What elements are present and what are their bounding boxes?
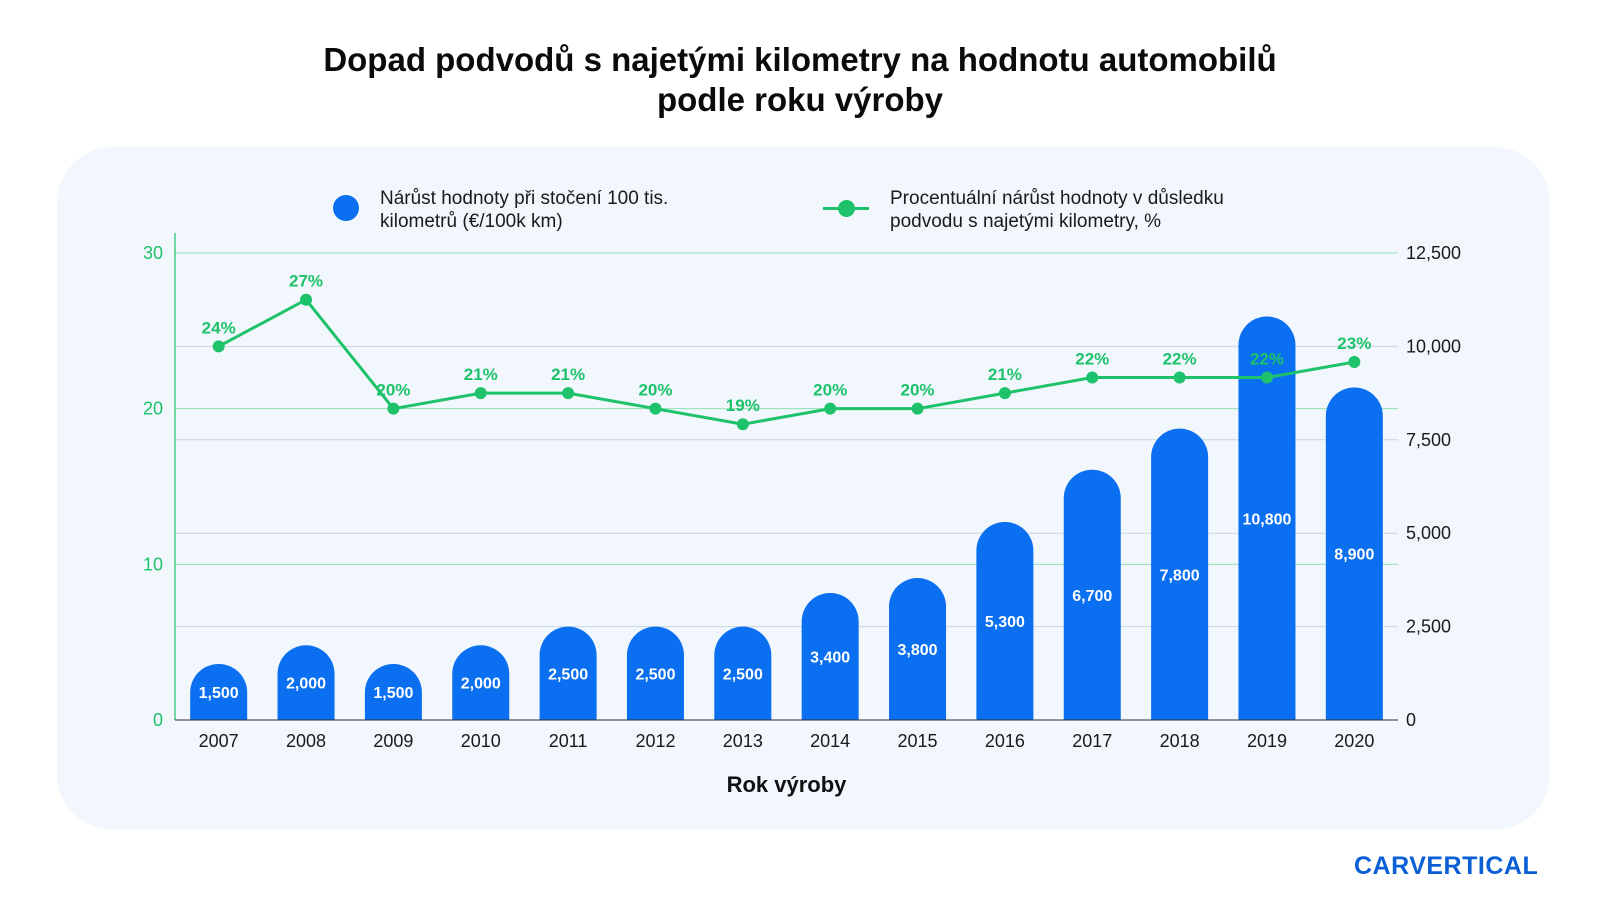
- line-point: [300, 293, 313, 306]
- line-point: [1086, 371, 1099, 384]
- bar: [1063, 469, 1121, 720]
- x-axis-tick-label: 2016: [985, 731, 1025, 751]
- bar: [277, 645, 335, 720]
- x-axis-tick-label: 2012: [635, 731, 675, 751]
- bar-value-label: 6,700: [1072, 588, 1112, 605]
- line-point: [212, 340, 225, 353]
- bar: [1238, 316, 1296, 720]
- line-point: [824, 402, 837, 415]
- left-axis-tick-label: 10: [143, 554, 163, 574]
- right-axis-tick-label: 10,000: [1406, 336, 1461, 356]
- brand-logo-text: CARVERTICAL: [1354, 852, 1539, 880]
- x-axis-tick-label: 2014: [810, 731, 850, 751]
- bar-value-label: 1,500: [373, 685, 413, 702]
- bar-value-label: 3,400: [810, 649, 850, 666]
- x-axis-label: Rok výroby: [727, 772, 848, 797]
- bar-value-label: 5,300: [985, 614, 1025, 631]
- line-point: [649, 402, 662, 415]
- line-point: [1260, 371, 1273, 384]
- bar: [539, 626, 597, 720]
- x-axis-tick-label: 2020: [1334, 731, 1374, 751]
- x-axis-tick-label: 2008: [286, 731, 326, 751]
- line-point: [1173, 371, 1186, 384]
- bar-value-label: 2,000: [286, 676, 326, 693]
- legend-bar-label-line-2: kilometrů (€/100k km): [380, 211, 563, 232]
- line-point: [736, 418, 749, 431]
- x-axis-tick-label: 2015: [898, 731, 938, 751]
- right-axis-tick-label: 0: [1406, 710, 1416, 730]
- x-axis-tick-label: 2018: [1160, 731, 1200, 751]
- bar-value-label: 2,500: [635, 666, 675, 683]
- line-value-label: 21%: [464, 365, 498, 384]
- line-value-label: 20%: [638, 381, 672, 400]
- bar: [1151, 428, 1209, 720]
- line-value-label: 20%: [376, 381, 410, 400]
- left-axis-tick-label: 0: [153, 710, 163, 730]
- x-axis-tick-label: 2010: [461, 731, 501, 751]
- line-value-label: 20%: [901, 381, 935, 400]
- bar-value-label: 1,500: [199, 685, 239, 702]
- legend-bar-swatch: [333, 195, 359, 221]
- bar-value-label: 2,500: [548, 666, 588, 683]
- bar-value-label: 8,900: [1334, 547, 1374, 564]
- right-axis-tick-label: 12,500: [1406, 243, 1461, 263]
- line-value-label: 27%: [289, 272, 323, 291]
- line-point: [1348, 355, 1361, 368]
- x-axis-tick-label: 2011: [549, 731, 588, 751]
- line-value-label: 19%: [726, 396, 760, 415]
- line-series: [217, 298, 1355, 426]
- left-axis-tick-label: 30: [143, 243, 163, 263]
- bar-value-label: 10,800: [1242, 511, 1291, 528]
- right-axis-tick-label: 5,000: [1406, 523, 1451, 543]
- x-axis-tick-label: 2017: [1072, 731, 1112, 751]
- bar: [801, 592, 859, 720]
- chart-title-line-2: podle roku výroby: [656, 81, 944, 118]
- line-point: [387, 402, 400, 415]
- line-point: [474, 387, 487, 400]
- bar: [1325, 387, 1383, 720]
- line-value-label: 22%: [1250, 350, 1284, 369]
- line-point: [998, 387, 1011, 400]
- bar-value-label: 3,800: [898, 642, 938, 659]
- x-axis-tick-label: 2013: [723, 731, 763, 751]
- legend-bar-label: Nárůst hodnoty při stočení 100 tis. kilo…: [380, 187, 668, 233]
- right-axis-tick-label: 7,500: [1406, 430, 1451, 450]
- brand-logo: CARVERTICAL: [1354, 852, 1538, 881]
- x-axis-tick-label: 2007: [199, 731, 239, 751]
- legend-line-label-line-2: podvodu s najetými kilometry, %: [890, 211, 1162, 232]
- line-value-label: 20%: [813, 381, 847, 400]
- line-point: [911, 402, 924, 415]
- bar-value-label: 7,800: [1160, 567, 1200, 584]
- bar: [976, 521, 1034, 720]
- legend-line-swatch: [823, 200, 869, 217]
- bar: [190, 663, 248, 720]
- line-point: [562, 387, 575, 400]
- line-value-label: 24%: [202, 318, 236, 337]
- line-value-label: 22%: [1163, 350, 1197, 369]
- line-value-label: 22%: [1075, 350, 1109, 369]
- bar: [626, 626, 684, 720]
- right-axis-tick-label: 2,500: [1406, 617, 1451, 637]
- line-value-label: 21%: [551, 365, 585, 384]
- legend-line-label: Procentuální nárůst hodnoty v důsledku p…: [890, 187, 1224, 233]
- x-axis-tick-label: 2019: [1247, 731, 1287, 751]
- bar-value-label: 2,000: [461, 676, 501, 693]
- x-axis-tick-label: 2009: [373, 731, 413, 751]
- legend-line-label-line-1: Procentuální nárůst hodnoty v důsledku: [890, 188, 1224, 209]
- left-axis-tick-label: 20: [143, 399, 163, 419]
- line-value-label: 23%: [1337, 334, 1371, 353]
- chart-title: Dopad podvodů s najetými kilometry na ho…: [0, 40, 1600, 120]
- bar: [889, 578, 947, 720]
- bar: [714, 626, 772, 720]
- legend-bar-label-line-1: Nárůst hodnoty při stočení 100 tis.: [380, 188, 669, 209]
- bar: [364, 663, 422, 720]
- chart-title-line-1: Dopad podvodů s najetými kilometry na ho…: [323, 41, 1277, 78]
- bar-value-label: 2,500: [723, 666, 763, 683]
- bar: [452, 645, 510, 720]
- line-value-label: 21%: [988, 365, 1022, 384]
